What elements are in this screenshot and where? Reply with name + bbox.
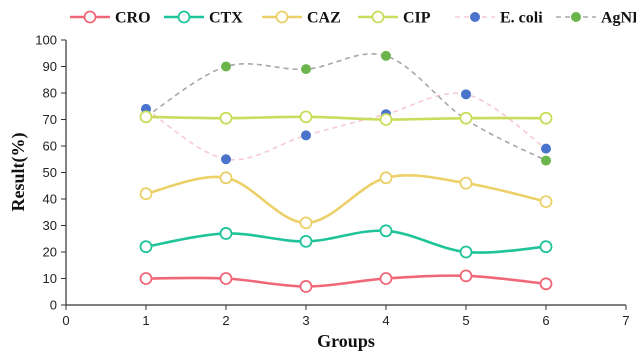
data-point-cip: [299, 110, 313, 124]
data-point-cro: [459, 269, 473, 283]
y-ticks: 0 10 20 30 40 50 60 70 80 90 100: [35, 33, 66, 313]
y-tick-label: 100: [35, 33, 57, 48]
data-point-agnps: [301, 64, 311, 75]
x-tick-label: 6: [542, 313, 549, 328]
y-tick-label: 80: [43, 86, 57, 101]
y-tick-label: 40: [43, 192, 57, 207]
data-point-cro: [139, 272, 153, 285]
data-point-ctx: [539, 240, 553, 254]
series-agnps: [141, 50, 551, 166]
legend-marker: [470, 12, 480, 22]
legend-label: CIP: [403, 10, 431, 27]
legend-marker: [177, 10, 191, 24]
legend-marker: [371, 10, 385, 24]
legend-item-cro: CRO: [70, 10, 151, 27]
y-tick-label: 70: [43, 112, 57, 127]
x-tick-label: 3: [302, 313, 309, 328]
x-tick-label: 2: [222, 313, 229, 328]
data-point-e-coli: [461, 89, 471, 100]
data-point-caz: [539, 195, 553, 209]
data-point-caz: [299, 216, 313, 230]
y-tick-label: 0: [50, 298, 57, 313]
data-point-cro: [379, 272, 393, 285]
y-tick-label: 20: [43, 245, 57, 260]
x-tick-label: 7: [622, 313, 629, 328]
series-line-cip: [145, 115, 547, 121]
data-point-ctx: [299, 234, 313, 248]
data-point-ctx: [219, 227, 233, 240]
data-point-cip: [539, 111, 553, 125]
data-point-cro: [299, 280, 313, 293]
data-point-ctx: [139, 240, 153, 254]
series-ctx: [139, 224, 553, 259]
data-point-caz: [139, 187, 153, 201]
data-point-agnps: [541, 155, 551, 166]
x-tick-label: 5: [462, 313, 469, 328]
y-tick-label: 50: [43, 165, 57, 180]
legend-item-ctx: CTX: [164, 10, 243, 27]
data-point-agnps: [221, 61, 231, 72]
x-ticks: 0 1 2 3 4 5 6 7: [62, 305, 630, 328]
legend-marker: [275, 10, 289, 24]
data-point-caz: [459, 176, 473, 190]
legend-label: E. coli: [500, 10, 543, 27]
series-line-agnps: [145, 53, 547, 162]
series-e-coli: [141, 89, 551, 165]
data-point-e-coli: [221, 154, 231, 165]
y-tick-label: 10: [43, 271, 57, 286]
data-point-cip: [219, 111, 233, 125]
legend-label: AgNPs: [601, 10, 636, 27]
data-point-e-coli: [301, 130, 311, 141]
legend-marker: [571, 12, 581, 22]
legend-item-agnps: AgNPs: [556, 10, 636, 27]
legend-item-cip: CIP: [358, 10, 431, 27]
legend-marker: [83, 10, 97, 24]
data-point-ctx: [379, 224, 393, 238]
legend-item-e-coli: E. coli: [455, 10, 543, 27]
y-tick-label: 90: [43, 59, 57, 74]
legend-label: CTX: [209, 10, 243, 27]
series-cip: [139, 110, 553, 126]
series-line-ctx: [145, 229, 547, 254]
data-point-caz: [219, 171, 233, 185]
legend: CRO CTX CAZ CIP E. coli AgNPs: [70, 10, 636, 27]
data-point-cip: [139, 110, 153, 124]
data-point-caz: [379, 171, 393, 185]
series-line-e-coli: [145, 92, 547, 161]
data-point-cip: [379, 113, 393, 126]
legend-label: CRO: [115, 10, 151, 27]
data-point-cro: [539, 277, 553, 291]
data-point-cro: [219, 272, 233, 285]
legend-item-caz: CAZ: [262, 10, 341, 27]
y-axis-title: Result(%): [8, 133, 29, 212]
series-layer: [139, 50, 553, 293]
x-tick-label: 0: [62, 313, 69, 328]
data-point-agnps: [381, 50, 391, 61]
y-tick-label: 60: [43, 139, 57, 154]
data-point-cip: [459, 111, 473, 125]
series-line-caz: [145, 173, 547, 225]
axes: 0 10 20 30 40 50 60 70 80 90 100 0 1 2 3 4 5 6 7: [35, 33, 629, 329]
x-tick-label: 1: [142, 313, 149, 328]
data-point-e-coli: [541, 143, 551, 154]
x-axis-title: Groups: [317, 331, 375, 351]
y-tick-label: 30: [43, 218, 57, 233]
series-cro: [139, 269, 553, 293]
series-line-cro: [145, 274, 547, 288]
series-caz: [139, 171, 553, 230]
x-tick-label: 4: [382, 313, 389, 328]
legend-label: CAZ: [307, 10, 341, 27]
data-point-ctx: [459, 245, 473, 259]
